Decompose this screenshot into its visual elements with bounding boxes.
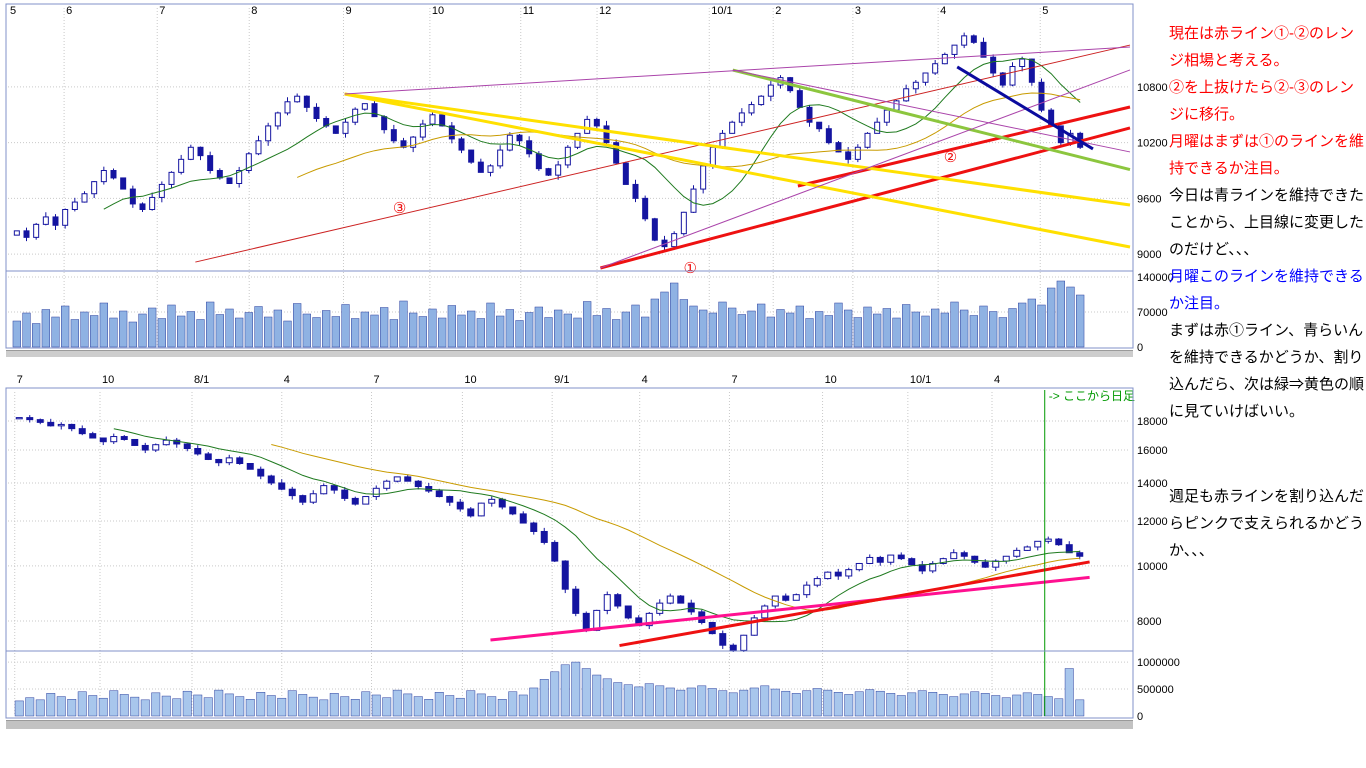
- time-tick-label: 10: [825, 374, 837, 386]
- time-tick-label: 10: [464, 374, 476, 386]
- moving-average-10: [103, 57, 1081, 210]
- time-tick-label: 4: [940, 5, 946, 17]
- time-tick-label: 8/1: [194, 374, 209, 386]
- time-tick-label: 7: [374, 374, 380, 386]
- bottom-chart-scrollbar[interactable]: [6, 720, 1133, 729]
- volume-tick-label: 0: [1137, 711, 1143, 723]
- gridlines: [8, 8, 1130, 347]
- note-paragraph-7: 週足も赤ラインを割り込んだらピンクで支えられるかどうか、、、: [1169, 488, 1365, 559]
- trend-line-yellow-upper: [344, 92, 1131, 207]
- moving-average-10: [113, 428, 1080, 623]
- note-paragraph-6: まずは赤①ライン、青らいんを維持できるかどうか、割り込んだら、次は緑⇒黄色の順に…: [1169, 322, 1365, 420]
- time-tick-label: 5: [1042, 5, 1048, 17]
- chart-border: [5, 3, 1134, 349]
- time-tick-label: 10/1: [711, 5, 732, 17]
- time-tick-label: 4: [284, 374, 290, 386]
- price-axis-labels: 10800 10200 9600 9000 140000 70000 0: [1137, 82, 1174, 354]
- price-tick-label: 12000: [1137, 516, 1168, 528]
- volume-bars: [14, 661, 1085, 717]
- volume-tick-label: 0: [1137, 342, 1143, 354]
- volume-tick-label: 140000: [1137, 272, 1174, 284]
- volume-bars: [12, 280, 1085, 348]
- chart-background: [6, 4, 1133, 348]
- time-tick-label: 10: [102, 374, 114, 386]
- time-tick-label: 8: [251, 5, 257, 17]
- time-tick-label: 7: [731, 374, 737, 386]
- trend-line-blue-line: [956, 65, 1094, 151]
- note-paragraph-4: 今日は青ラインを維持できたことから、上目線に変更したのだけど、、、: [1169, 187, 1365, 258]
- circled-number-label: ③: [393, 200, 406, 217]
- candlestick-series: [15, 415, 1084, 652]
- trend-line-purple-falling: [732, 69, 1131, 153]
- note-paragraph-1: 現在は赤ライン①-②のレンジ相場と考える。: [1169, 25, 1354, 69]
- trend-line-purple-rising: [600, 69, 1131, 269]
- trend-line-thin-red-support: [195, 44, 1131, 263]
- daily-start-note: -> ここから日足: [1049, 389, 1135, 403]
- price-chart-top: 10800 10200 9600 9000 140000 70000 0 5 6 7 8 9 10 11 1…: [5, 3, 1174, 354]
- volume-tick-label: 70000: [1137, 307, 1168, 319]
- note-paragraph-3: 月曜はまずは①のラインを維持できるか注目。: [1169, 133, 1365, 177]
- price-axis-labels: 18000 16000 14000 12000 10000 8000 1000000 5000…: [1137, 416, 1180, 723]
- time-tick-label: 7: [159, 5, 165, 17]
- trend-line-red-line-2: [797, 105, 1131, 188]
- note-paragraph-2: ②を上抜けたら②-③のレンジに移行。: [1169, 79, 1354, 123]
- trend-line-pink-support: [490, 575, 1090, 642]
- chart-border: [5, 387, 1134, 719]
- chart-background: [6, 388, 1133, 718]
- time-tick-label: 6: [66, 5, 72, 17]
- note-paragraph-5: 月曜このラインを維持できるか注目。: [1169, 268, 1364, 312]
- price-tick-label: 10000: [1137, 561, 1168, 573]
- time-tick-label: 4: [642, 374, 648, 386]
- time-tick-label: 7: [17, 374, 23, 386]
- time-axis-labels: 7 10 8/1 4 7 10 9/1 4 7 10 10/1 4: [17, 374, 1000, 386]
- time-tick-label: 3: [855, 5, 861, 17]
- time-tick-label: 4: [994, 374, 1000, 386]
- time-axis-labels: 5 6 7 8 9 10 11 12 10/1 2 3 4 5: [10, 5, 1048, 17]
- circled-number-label: ②: [944, 149, 957, 166]
- price-tick-label: 9600: [1137, 193, 1161, 205]
- time-tick-label: 9: [345, 5, 351, 17]
- time-tick-label: 11: [523, 5, 534, 17]
- trend-lines: [195, 44, 1131, 270]
- trend-line-red-line-1: [600, 126, 1131, 270]
- trend-line-yellow-lower: [344, 92, 1131, 249]
- time-tick-label: 5: [10, 5, 16, 17]
- time-tick-label: 2: [775, 5, 781, 17]
- price-tick-label: 18000: [1137, 416, 1168, 428]
- volume-tick-label: 500000: [1137, 684, 1174, 696]
- price-tick-label: 10200: [1137, 138, 1168, 150]
- trend-line-green-line: [732, 68, 1131, 172]
- price-tick-label: 10800: [1137, 82, 1168, 94]
- circled-number-label: ①: [683, 260, 696, 277]
- price-tick-label: 8000: [1137, 616, 1161, 628]
- annotation-panel: 現在は赤ライン①-②のレンジ相場と考える。 ②を上抜けたら②-③のレンジに移行。月…: [1169, 20, 1366, 564]
- top-chart-scrollbar[interactable]: [6, 350, 1133, 357]
- trend-line-red-support: [619, 560, 1090, 648]
- time-tick-label: 9/1: [554, 374, 569, 386]
- price-tick-label: 9000: [1137, 249, 1161, 261]
- volume-tick-label: 1000000: [1137, 657, 1180, 669]
- time-tick-label: 10: [432, 5, 444, 17]
- trend-lines: [490, 560, 1090, 648]
- price-tick-label: 16000: [1137, 445, 1168, 457]
- price-tick-label: 14000: [1137, 478, 1168, 490]
- time-tick-label: 12: [599, 5, 611, 17]
- time-tick-label: 10/1: [910, 374, 931, 386]
- price-chart-bottom: 18000 16000 14000 12000 10000 8000 1000000 5000…: [5, 374, 1180, 723]
- candlestick-series: [13, 32, 1084, 252]
